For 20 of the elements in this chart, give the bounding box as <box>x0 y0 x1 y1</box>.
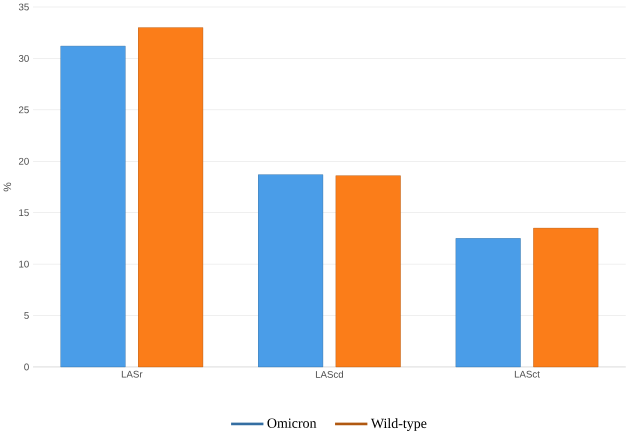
x-tick-label: LAScd <box>316 370 344 378</box>
y-tick-label: 25 <box>18 106 29 114</box>
y-tick-label: 5 <box>24 312 29 319</box>
y-tick-label: 0 <box>24 364 29 370</box>
bar <box>456 238 521 368</box>
y-tick-label: 35 <box>18 4 29 10</box>
bar <box>138 27 204 368</box>
legend-label: Omicron <box>267 418 316 428</box>
bar <box>533 228 598 368</box>
y-tick-label: 20 <box>18 158 29 165</box>
x-tick-label: LASr <box>122 370 142 378</box>
y-tick-label: 10 <box>19 260 29 268</box>
y-tick-label: 15 <box>19 209 29 216</box>
bar <box>336 176 401 368</box>
bar <box>60 46 126 368</box>
y-tick-label: 30 <box>18 55 29 62</box>
bar <box>258 174 324 368</box>
x-tick-label: LASct <box>514 370 540 378</box>
y-axis-title: % <box>4 182 12 192</box>
legend-label: Wild-type <box>370 418 426 432</box>
